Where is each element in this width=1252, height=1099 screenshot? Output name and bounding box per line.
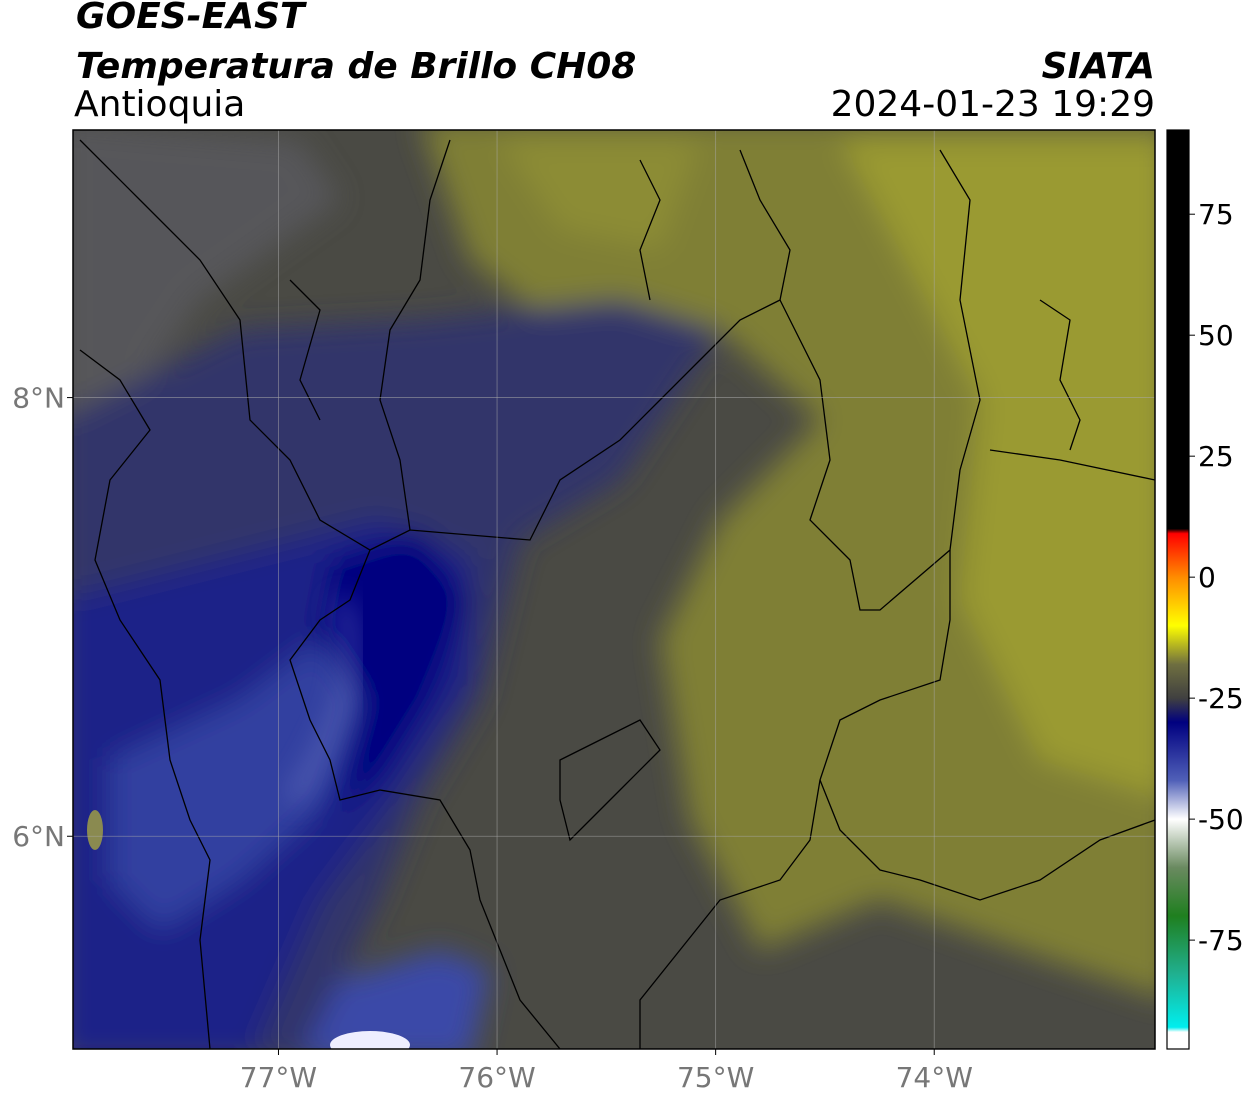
grid bbox=[73, 130, 1155, 1049]
annotations: 77°W 76°W 75°W 74°W 6°N 8°N -75 -50 -25 0 25 50 75 bbox=[12, 198, 1244, 1094]
timestamp: 2024-01-23 19:29 bbox=[831, 84, 1155, 125]
x-tick-label: 74°W bbox=[896, 1061, 973, 1094]
map-frame bbox=[72, 129, 1156, 1050]
x-tick-label: 75°W bbox=[677, 1061, 754, 1094]
region: Antioquia bbox=[74, 84, 245, 125]
x-tick-label: 77°W bbox=[240, 1061, 317, 1094]
colorbar-tick-label: -75 bbox=[1198, 924, 1244, 957]
subtitle: Temperatura de Brillo CH08 bbox=[76, 46, 636, 87]
y-tick-label: 6°N bbox=[12, 820, 65, 853]
map-image bbox=[73, 130, 1155, 1049]
y-tick-label: 8°N bbox=[12, 382, 65, 415]
colorbar-tick-label: 25 bbox=[1198, 440, 1234, 473]
title: GOES-EAST bbox=[76, 0, 307, 37]
x-tick-label: 76°W bbox=[458, 1061, 535, 1094]
colorbar-tick-label: -50 bbox=[1198, 803, 1244, 836]
colorbar-tick-label: 75 bbox=[1198, 198, 1234, 231]
colorbar-tick-label: -25 bbox=[1198, 682, 1244, 715]
colorbar bbox=[1166, 129, 1190, 1050]
source: SIATA bbox=[1042, 46, 1155, 87]
colorbar-tick-label: 0 bbox=[1198, 561, 1216, 594]
colorbar-tick-label: 50 bbox=[1198, 319, 1234, 352]
